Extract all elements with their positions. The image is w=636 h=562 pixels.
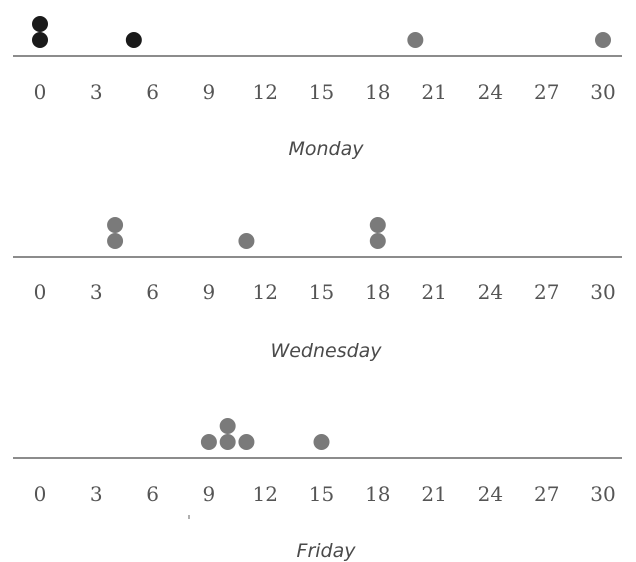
tick-label: 21 bbox=[421, 482, 446, 506]
data-dot bbox=[32, 32, 48, 48]
dot-plot-friday: 0 3 6 9 12 15 18 21 24 27 30 Friday bbox=[13, 418, 622, 562]
tick-label: 12 bbox=[252, 80, 277, 104]
tick-label: 0 bbox=[34, 280, 47, 304]
tick-label: 27 bbox=[534, 80, 559, 104]
dot-plot-wednesday: 0 3 6 9 12 15 18 21 24 27 30 Wednesday bbox=[13, 217, 622, 362]
tick-label: 0 bbox=[34, 80, 47, 104]
tick-label: 15 bbox=[309, 280, 334, 304]
tick-label: 18 bbox=[365, 280, 390, 304]
tick-label: 21 bbox=[421, 280, 446, 304]
scan-speck bbox=[188, 515, 190, 519]
data-dot bbox=[369, 233, 386, 249]
data-dot bbox=[369, 217, 386, 233]
axis-title: Monday bbox=[288, 138, 364, 160]
tick-label: 9 bbox=[203, 482, 216, 506]
tick-label: 12 bbox=[252, 280, 277, 304]
tick-label: 6 bbox=[146, 280, 159, 304]
data-dot bbox=[200, 434, 217, 450]
data-dot bbox=[313, 434, 330, 450]
tick-label: 9 bbox=[203, 280, 216, 304]
tick-label: 30 bbox=[590, 482, 615, 506]
data-dot bbox=[107, 217, 124, 233]
tick-label: 6 bbox=[146, 482, 159, 506]
tick-label: 18 bbox=[365, 80, 390, 104]
tick-label: 6 bbox=[146, 80, 159, 104]
data-dot bbox=[219, 434, 236, 450]
tick-label: 15 bbox=[309, 482, 334, 506]
tick-label: 12 bbox=[252, 482, 277, 506]
data-dot bbox=[32, 16, 48, 32]
tick-label: 24 bbox=[478, 482, 503, 506]
data-dot bbox=[107, 233, 124, 249]
tick-label: 3 bbox=[90, 80, 103, 104]
tick-label: 24 bbox=[478, 80, 503, 104]
tick-label: 21 bbox=[421, 80, 446, 104]
data-dot bbox=[238, 233, 255, 249]
tick-label: 3 bbox=[90, 280, 103, 304]
data-dot bbox=[595, 32, 611, 48]
tick-label: 3 bbox=[90, 482, 103, 506]
tick-label: 27 bbox=[534, 482, 559, 506]
tick-label: 9 bbox=[203, 80, 216, 104]
tick-label: 24 bbox=[478, 280, 503, 304]
dot-plot-monday: 0 3 6 9 12 15 18 21 24 27 30 Monday bbox=[13, 16, 622, 160]
tick-label: 30 bbox=[590, 80, 615, 104]
tick-label: 15 bbox=[309, 80, 334, 104]
axis-title: Wednesday bbox=[270, 340, 382, 362]
axis-title: Friday bbox=[297, 540, 357, 562]
data-dot bbox=[238, 434, 255, 450]
tick-label: 0 bbox=[34, 482, 47, 506]
tick-label: 30 bbox=[590, 280, 615, 304]
data-dot bbox=[407, 32, 424, 48]
tick-label: 27 bbox=[534, 280, 559, 304]
tick-label: 18 bbox=[365, 482, 390, 506]
data-dot bbox=[125, 32, 142, 48]
data-dot bbox=[219, 418, 236, 434]
